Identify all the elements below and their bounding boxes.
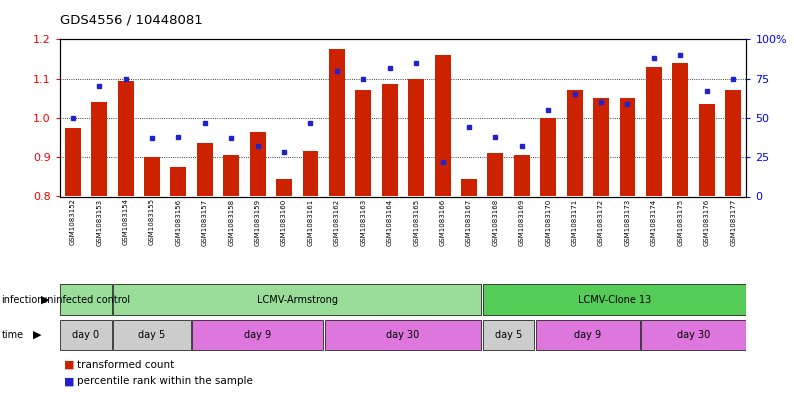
Text: GSM1083164: GSM1083164 bbox=[387, 198, 393, 246]
Bar bbox=[91, 102, 107, 196]
Text: GSM1083161: GSM1083161 bbox=[307, 198, 314, 246]
Text: day 9: day 9 bbox=[574, 330, 601, 340]
Text: GSM1083175: GSM1083175 bbox=[677, 198, 684, 246]
Text: ■: ■ bbox=[64, 376, 74, 386]
Text: day 30: day 30 bbox=[387, 330, 419, 340]
Bar bbox=[646, 67, 662, 196]
Text: GSM1083152: GSM1083152 bbox=[70, 198, 75, 246]
Text: day 5: day 5 bbox=[138, 330, 166, 340]
Text: GSM1083174: GSM1083174 bbox=[651, 198, 657, 246]
Text: GSM1083162: GSM1083162 bbox=[334, 198, 340, 246]
Text: GSM1083170: GSM1083170 bbox=[545, 198, 551, 246]
Bar bbox=[619, 98, 635, 196]
Text: GSM1083169: GSM1083169 bbox=[518, 198, 525, 246]
Text: GSM1083166: GSM1083166 bbox=[440, 198, 445, 246]
Bar bbox=[699, 104, 715, 196]
Text: day 5: day 5 bbox=[495, 330, 522, 340]
Text: GSM1083168: GSM1083168 bbox=[492, 198, 499, 246]
Bar bbox=[114, 284, 481, 315]
Bar bbox=[567, 90, 583, 196]
Bar bbox=[540, 118, 556, 196]
Text: LCMV-Clone 13: LCMV-Clone 13 bbox=[578, 295, 651, 305]
Bar bbox=[60, 320, 112, 351]
Bar bbox=[171, 167, 187, 196]
Text: GSM1083165: GSM1083165 bbox=[413, 198, 419, 246]
Bar bbox=[461, 179, 477, 196]
Text: transformed count: transformed count bbox=[77, 360, 174, 370]
Bar bbox=[434, 55, 450, 196]
Bar bbox=[483, 284, 746, 315]
Text: GSM1083176: GSM1083176 bbox=[703, 198, 710, 246]
Bar bbox=[325, 320, 481, 351]
Text: GSM1083167: GSM1083167 bbox=[466, 198, 472, 246]
Bar bbox=[329, 49, 345, 196]
Text: time: time bbox=[2, 330, 24, 340]
Bar bbox=[303, 151, 318, 196]
Text: GSM1083158: GSM1083158 bbox=[228, 198, 234, 246]
Text: day 9: day 9 bbox=[244, 330, 272, 340]
Bar bbox=[60, 284, 112, 315]
Text: percentile rank within the sample: percentile rank within the sample bbox=[77, 376, 253, 386]
Text: GSM1083163: GSM1083163 bbox=[360, 198, 366, 246]
Text: ■: ■ bbox=[64, 360, 74, 370]
Bar bbox=[192, 320, 323, 351]
Bar bbox=[382, 84, 398, 196]
Bar bbox=[408, 79, 424, 196]
Bar bbox=[144, 157, 160, 196]
Text: GSM1083172: GSM1083172 bbox=[598, 198, 604, 246]
Bar bbox=[593, 98, 609, 196]
Bar bbox=[118, 81, 133, 196]
Text: ▶: ▶ bbox=[41, 295, 50, 305]
Text: GSM1083173: GSM1083173 bbox=[625, 198, 630, 246]
Text: GSM1083153: GSM1083153 bbox=[96, 198, 102, 246]
Bar bbox=[276, 179, 292, 196]
Bar bbox=[197, 143, 213, 196]
Text: GSM1083156: GSM1083156 bbox=[175, 198, 181, 246]
Text: infection: infection bbox=[2, 295, 44, 305]
Text: ▶: ▶ bbox=[33, 330, 42, 340]
Bar bbox=[536, 320, 640, 351]
Text: GDS4556 / 10448081: GDS4556 / 10448081 bbox=[60, 14, 202, 27]
Bar bbox=[642, 320, 746, 351]
Text: GSM1083177: GSM1083177 bbox=[730, 198, 736, 246]
Text: uninfected control: uninfected control bbox=[41, 295, 130, 305]
Text: day 30: day 30 bbox=[677, 330, 710, 340]
Bar bbox=[250, 132, 265, 196]
Bar bbox=[725, 90, 741, 196]
Bar bbox=[114, 320, 191, 351]
Text: GSM1083160: GSM1083160 bbox=[281, 198, 287, 246]
Bar bbox=[223, 155, 239, 196]
Bar bbox=[673, 63, 688, 196]
Bar bbox=[514, 155, 530, 196]
Bar bbox=[483, 320, 534, 351]
Bar bbox=[488, 153, 503, 196]
Text: GSM1083159: GSM1083159 bbox=[255, 198, 260, 246]
Bar bbox=[356, 90, 372, 196]
Bar bbox=[65, 128, 81, 196]
Text: GSM1083171: GSM1083171 bbox=[572, 198, 578, 246]
Text: GSM1083154: GSM1083154 bbox=[122, 198, 129, 246]
Text: day 0: day 0 bbox=[72, 330, 99, 340]
Text: GSM1083157: GSM1083157 bbox=[202, 198, 208, 246]
Text: GSM1083155: GSM1083155 bbox=[149, 198, 155, 246]
Text: LCMV-Armstrong: LCMV-Armstrong bbox=[256, 295, 337, 305]
